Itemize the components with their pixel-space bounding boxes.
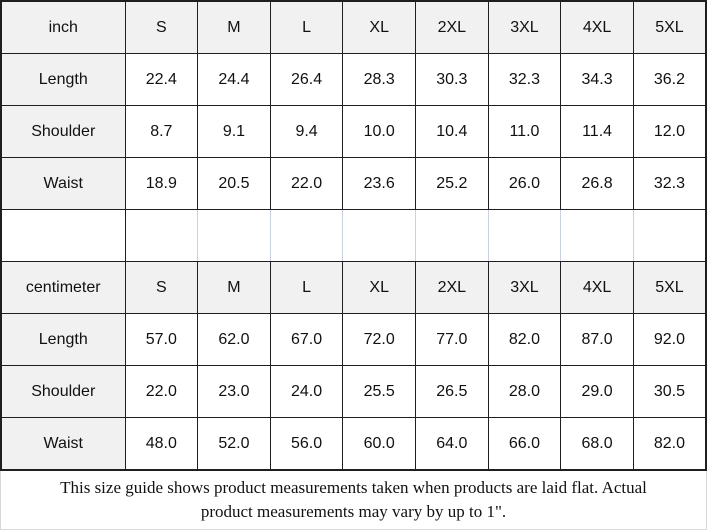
value-cell: 66.0 [487,417,562,471]
size-header-cell: 5XL [632,0,707,54]
footer-note: This size guide shows product measuremen… [0,471,707,530]
value-cell: 24.4 [197,53,271,106]
spacer-cell [0,209,126,262]
measurement-row: Waist 18.9 20.5 22.0 23.6 25.2 26.0 26.8 32.3 [0,157,707,210]
value-cell: 34.3 [560,53,634,106]
value-cell: 36.2 [632,53,707,106]
value-cell: 87.0 [560,313,634,366]
value-cell: 82.0 [632,417,707,471]
size-header-cell: M [197,0,271,54]
size-header-cell: 2XL [415,0,489,54]
size-header-cell: 2XL [415,261,489,314]
spacer-cell [269,209,344,262]
value-cell: 18.9 [124,157,199,210]
size-header-cell: XL [342,261,416,314]
value-cell: 62.0 [197,313,271,366]
size-chart-table: inch S M L XL 2XL 3XL 4XL 5XL Length 22.4 24.4 26.4 2… [0,0,707,471]
value-cell: 67.0 [269,313,344,366]
size-header-cell: 3XL [487,0,562,54]
measurement-row: Length 57.0 62.0 67.0 72.0 77.0 82.0 87.0 92.0 [0,313,707,366]
row-label-cell: Waist [0,417,126,471]
value-cell: 25.2 [415,157,489,210]
value-cell: 10.4 [415,105,489,158]
row-label-cell: Shoulder [0,365,126,418]
size-header-cell: S [124,261,199,314]
size-chart-body: inch S M L XL 2XL 3XL 4XL 5XL Length 22.4 24.4 26.4 2… [0,0,707,471]
footer-note-text: This size guide shows product measuremen… [60,478,647,522]
value-cell: 32.3 [487,53,562,106]
measurement-row: Length 22.4 24.4 26.4 28.3 30.3 32.3 34.3 36.2 [0,53,707,106]
value-cell: 24.0 [269,365,344,418]
value-cell: 56.0 [269,417,344,471]
size-header-cell: L [269,261,344,314]
value-cell: 11.4 [560,105,634,158]
spacer-cell [342,209,416,262]
size-header-cell: S [124,0,199,54]
value-cell: 12.0 [632,105,707,158]
size-header-row: inch S M L XL 2XL 3XL 4XL 5XL [0,0,707,54]
value-cell: 9.1 [197,105,271,158]
value-cell: 64.0 [415,417,489,471]
spacer-cell [124,209,199,262]
row-label-cell: Waist [0,157,126,210]
value-cell: 30.5 [632,365,707,418]
value-cell: 25.5 [342,365,416,418]
size-header-cell: L [269,0,344,54]
value-cell: 77.0 [415,313,489,366]
spacer-cell [415,209,489,262]
value-cell: 8.7 [124,105,199,158]
unit-header-cell: centimeter [0,261,126,314]
size-header-cell: 3XL [487,261,562,314]
value-cell: 26.4 [269,53,344,106]
value-cell: 28.0 [487,365,562,418]
size-header-cell: 4XL [560,261,634,314]
value-cell: 48.0 [124,417,199,471]
value-cell: 22.0 [124,365,199,418]
value-cell: 28.3 [342,53,416,106]
row-label-cell: Shoulder [0,105,126,158]
value-cell: 26.5 [415,365,489,418]
spacer-cell [560,209,634,262]
size-header-cell: 5XL [632,261,707,314]
value-cell: 82.0 [487,313,562,366]
spacer-row [0,209,707,262]
measurement-row: Shoulder 8.7 9.1 9.4 10.0 10.4 11.0 11.4 12.0 [0,105,707,158]
value-cell: 23.6 [342,157,416,210]
value-cell: 9.4 [269,105,344,158]
value-cell: 68.0 [560,417,634,471]
measurement-row: Waist 48.0 52.0 56.0 60.0 64.0 66.0 68.0 82.0 [0,417,707,471]
size-header-row: centimeter S M L XL 2XL 3XL 4XL 5XL [0,261,707,314]
spacer-cell [487,209,562,262]
value-cell: 32.3 [632,157,707,210]
value-cell: 57.0 [124,313,199,366]
size-header-cell: XL [342,0,416,54]
value-cell: 29.0 [560,365,634,418]
value-cell: 30.3 [415,53,489,106]
spacer-cell [197,209,271,262]
measurement-row: Shoulder 22.0 23.0 24.0 25.5 26.5 28.0 29.0 30.5 [0,365,707,418]
value-cell: 10.0 [342,105,416,158]
spacer-cell [632,209,707,262]
row-label-cell: Length [0,53,126,106]
size-header-cell: M [197,261,271,314]
value-cell: 11.0 [487,105,562,158]
value-cell: 52.0 [197,417,271,471]
value-cell: 26.0 [487,157,562,210]
value-cell: 22.4 [124,53,199,106]
value-cell: 22.0 [269,157,344,210]
value-cell: 92.0 [632,313,707,366]
value-cell: 72.0 [342,313,416,366]
value-cell: 60.0 [342,417,416,471]
value-cell: 26.8 [560,157,634,210]
unit-header-cell: inch [0,0,126,54]
row-label-cell: Length [0,313,126,366]
value-cell: 20.5 [197,157,271,210]
value-cell: 23.0 [197,365,271,418]
size-header-cell: 4XL [560,0,634,54]
